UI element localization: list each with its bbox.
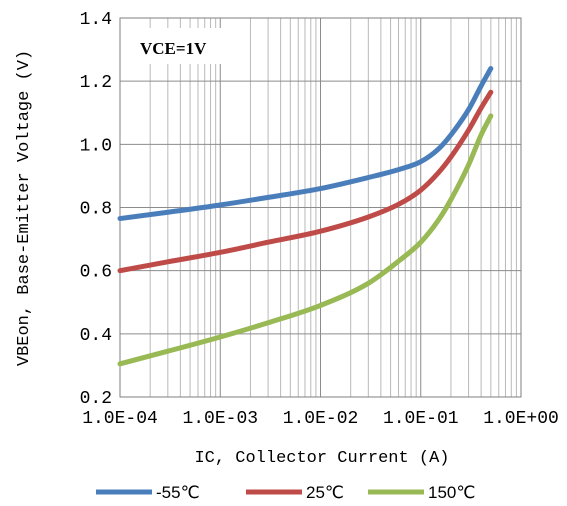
- x-tick-label: 1.0E-01: [383, 409, 459, 429]
- y-tick-label: 0.6: [80, 263, 112, 283]
- y-tick-label: 1.2: [80, 73, 112, 93]
- y-axis-title: VBEon, Base-Emitter Voltage (V): [15, 50, 34, 366]
- legend: -55℃ 25℃ 150℃: [96, 483, 475, 502]
- plot-area-border: [119, 17, 522, 398]
- series-layer: [117, 66, 494, 367]
- series-line-2: [117, 113, 494, 367]
- y-tick-label: 1.4: [80, 10, 112, 30]
- y-tick-label: 1.0: [80, 136, 112, 156]
- series-line-1: [117, 89, 494, 274]
- legend-label-1: 25℃: [306, 483, 344, 502]
- x-axis-title: IC, Collector Current (A): [194, 449, 449, 468]
- legend-label-0: -55℃: [156, 483, 200, 502]
- series-line-0: [117, 66, 494, 222]
- grid-lines: [119, 17, 521, 398]
- x-tick-label: 1.0E-03: [182, 409, 258, 429]
- x-tick-labels: 1.0E-04 1.0E-03 1.0E-02 1.0E-01 1.0E+00: [82, 409, 559, 429]
- y-tick-label: 0.2: [80, 389, 112, 409]
- y-tick-labels: 0.2 0.4 0.6 0.8 1.0 1.2 1.4: [80, 10, 112, 409]
- x-tick-label: 1.0E-04: [82, 409, 158, 429]
- y-tick-label: 0.4: [80, 326, 112, 346]
- x-tick-label: 1.0E+00: [483, 409, 559, 429]
- annotation-box: VCE=1V: [129, 28, 221, 64]
- legend-label-2: 150℃: [428, 483, 475, 502]
- y-tick-label: 0.8: [80, 200, 112, 220]
- x-tick-label: 1.0E-02: [283, 409, 359, 429]
- annotation-text: VCE=1V: [140, 39, 207, 58]
